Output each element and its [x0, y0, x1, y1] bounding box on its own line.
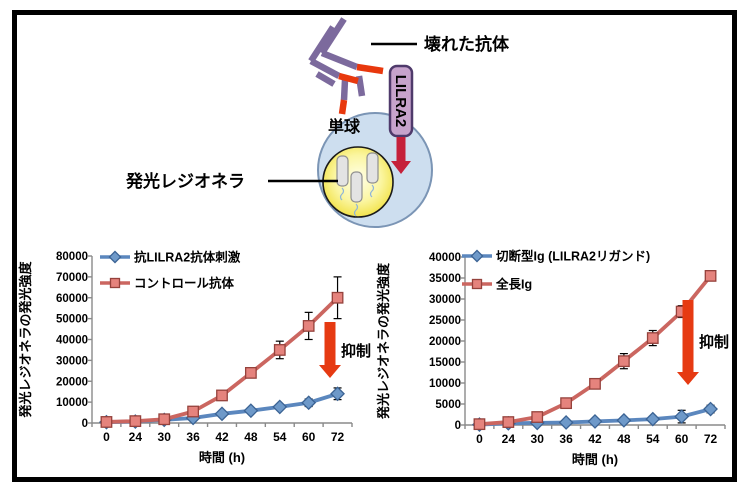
x-tick-label: 42: [588, 432, 602, 446]
x-tick-label: 48: [617, 432, 631, 446]
y-tick-label: 20000: [56, 376, 88, 388]
x-tick-label: 42: [215, 430, 229, 444]
y-tick-label: 50000: [56, 314, 88, 326]
y-tick-label: 80000: [56, 251, 88, 263]
legionella-label: 発光レジオネラ: [125, 171, 245, 191]
y-tick-label: 60000: [56, 293, 88, 305]
x-tick-label: 24: [129, 430, 143, 444]
series: [473, 270, 717, 431]
x-tick-label: 60: [302, 430, 316, 444]
x-tick-label: 36: [559, 432, 573, 446]
x-tick-label: 36: [186, 430, 200, 444]
x-tick-label: 24: [502, 432, 516, 446]
x-tick-label: 54: [273, 430, 287, 444]
lilra2-receptor: [388, 64, 414, 138]
broken-antibody: [308, 17, 366, 101]
antibody-binding-tips: [338, 63, 384, 115]
legend: 切断型Ig (LILRA2リガンド) 全長Ig: [462, 249, 650, 292]
y-tick-label: 35000: [429, 273, 461, 285]
monocyte-label: 単球: [328, 117, 361, 136]
x-tick-label: 30: [531, 432, 545, 446]
y-tick-label: 0: [455, 420, 461, 432]
y-axis-title: 発光レジオネラの発光強度: [376, 262, 391, 420]
y-axis-title: 発光レジオネラの発光強度: [18, 261, 33, 419]
legend-label: 抗LILRA2抗体刺激: [134, 250, 241, 265]
legend-label: コントロール抗体: [134, 276, 235, 291]
flagellum-icon: [369, 184, 375, 198]
flagellum-icon: [353, 203, 359, 217]
suppression-arrow-icon: [319, 322, 341, 378]
x-tick-label: 54: [646, 432, 660, 446]
suppression-label: 抑制: [699, 333, 729, 351]
y-tick-label: 30000: [56, 355, 88, 367]
x-tick-label: 48: [244, 430, 258, 444]
flagellum-icon: [339, 187, 345, 201]
y-tick-label: 0: [82, 418, 88, 430]
x-tick-label: 30: [158, 430, 172, 444]
x-tick-label: 0: [103, 430, 110, 444]
x-axis-title: 時間 (h): [572, 452, 618, 467]
y-tick-label: 30000: [429, 294, 461, 306]
y-tick-label: 20000: [429, 336, 461, 348]
right-chart: 0 5000 10000 15000 20000 25000 30000 35000 40000…: [376, 249, 729, 468]
legend-label: 切断型Ig (LILRA2リガンド): [496, 249, 650, 264]
y-tick-label: 40000: [56, 335, 88, 347]
mechanism-diagram: LILRA2 壊れた抗体 単球 発光レジオネラ: [125, 17, 510, 228]
y-tick-label: 15000: [429, 357, 461, 369]
series: [100, 276, 344, 428]
x-tick-label: 60: [675, 432, 689, 446]
x-tick-label: 72: [704, 432, 718, 446]
y-tick-label: 25000: [429, 315, 461, 327]
x-tick-label: 72: [331, 430, 345, 444]
legend-label: 全長Ig: [495, 277, 532, 292]
suppression-arrow-icon: [677, 300, 699, 385]
left-chart: 0 10000 20000 30000 40000 50000 60000 70000 8000…: [18, 250, 371, 466]
y-tick-label: 40000: [429, 252, 461, 264]
suppression-label: 抑制: [341, 342, 371, 360]
signal-arrow-icon: [391, 137, 411, 174]
y-tick-label: 70000: [56, 272, 88, 284]
legionella-bacteria: [336, 152, 379, 217]
y-tick-label: 5000: [435, 399, 461, 411]
y-tick-label: 10000: [429, 378, 461, 390]
lilra2-receptor-label: LILRA2: [392, 75, 409, 128]
y-tick-label: 10000: [56, 397, 88, 409]
x-axis-title: 時間 (h): [199, 450, 245, 465]
broken-antibody-label: 壊れた抗体: [424, 34, 510, 54]
x-tick-label: 0: [476, 432, 483, 446]
